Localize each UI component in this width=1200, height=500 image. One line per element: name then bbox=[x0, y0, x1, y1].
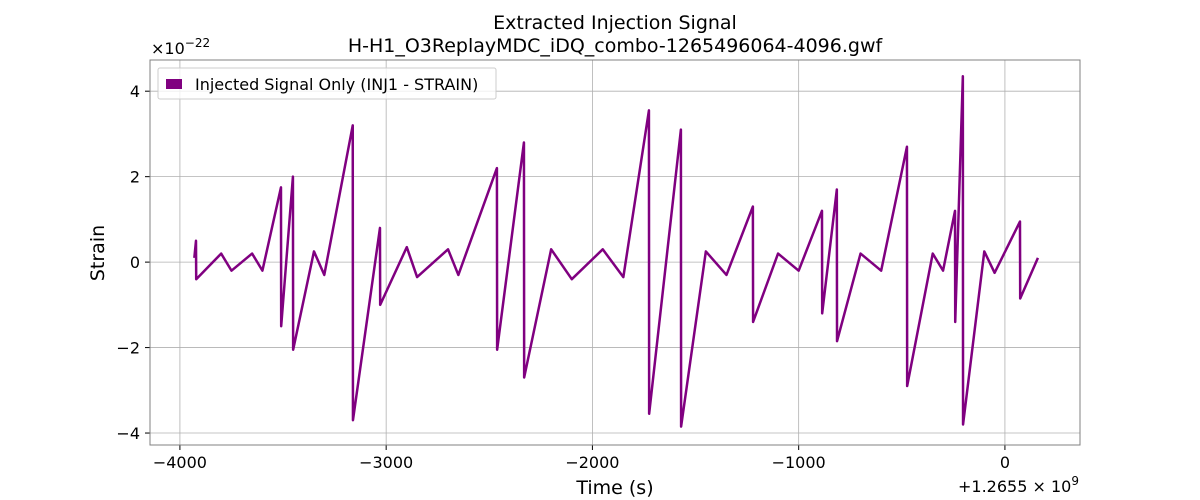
y-tick-label: −4 bbox=[116, 424, 140, 443]
plot-frame bbox=[149, 59, 1081, 446]
y-offset-label: ×10−22 bbox=[151, 36, 210, 58]
y-tick-label: −2 bbox=[116, 339, 140, 358]
x-tick-label: −3000 bbox=[359, 453, 413, 472]
x-tick-label: −4000 bbox=[153, 453, 207, 472]
chart-subtitle: H-H1_O3ReplayMDC_iDQ_combo-1265496064-40… bbox=[348, 35, 884, 57]
y-tick-label: 4 bbox=[130, 82, 140, 101]
y-offset-exponent: −22 bbox=[185, 36, 210, 50]
y-offset-base: ×10 bbox=[151, 39, 185, 58]
y-axis-label: Strain bbox=[87, 225, 109, 281]
legend-label: Injected Signal Only (INJ1 - STRAIN) bbox=[195, 75, 478, 94]
x-offset-label: +1.2655 × 109 bbox=[958, 474, 1079, 496]
x-tick-label: −2000 bbox=[565, 453, 619, 472]
x-axis-label: Time (s) bbox=[575, 477, 653, 499]
legend: Injected Signal Only (INJ1 - STRAIN) bbox=[157, 67, 497, 100]
chart-title: Extracted Injection Signal bbox=[493, 12, 737, 34]
x-offset-base: +1.2655 × 10 bbox=[958, 477, 1071, 496]
signal-line bbox=[193, 74, 1040, 428]
y-tick-label: 0 bbox=[130, 253, 140, 272]
legend-swatch bbox=[166, 79, 182, 89]
x-offset-exponent: 9 bbox=[1071, 474, 1079, 488]
legend-box bbox=[157, 67, 497, 100]
y-tick-label: 2 bbox=[130, 168, 140, 187]
x-tick-label: 0 bbox=[1000, 453, 1010, 472]
x-tick-label: −1000 bbox=[772, 453, 826, 472]
